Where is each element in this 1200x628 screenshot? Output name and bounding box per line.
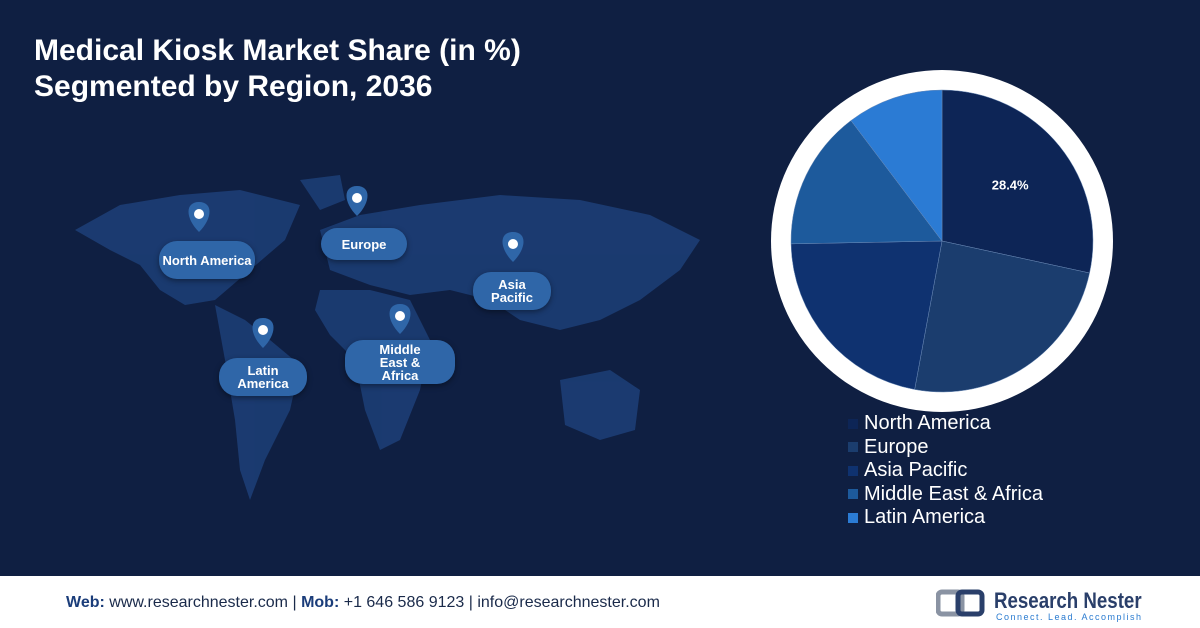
legend-item: Middle East & Africa <box>848 483 1043 506</box>
email: info@researchnester.com <box>477 594 660 611</box>
legend-swatch <box>848 418 858 429</box>
legend-label: Asia Pacific <box>864 459 968 481</box>
mob: +1 646 586 9123 | <box>343 594 473 611</box>
pie-slice <box>914 240 1090 393</box>
legend-item: Europe <box>848 436 929 459</box>
pie: 28.4% <box>790 89 1094 393</box>
legend-item: Latin America <box>848 506 985 529</box>
tagline: Connect. Lead. Accomplish <box>996 612 1143 622</box>
region-label: Latin America <box>219 358 307 396</box>
map-pins <box>188 186 524 348</box>
legend-label: Latin America <box>864 506 986 528</box>
mob-label: Mob: <box>301 594 340 611</box>
legend-item: North America <box>848 412 991 435</box>
region-label: Asia Pacific <box>473 272 551 310</box>
legend-item: Asia Pacific <box>848 459 967 482</box>
logo-icon <box>936 589 985 617</box>
legend-label: Middle East & Africa <box>864 482 1043 505</box>
contact-line: Web: www.researchnester.com | Mob: +1 64… <box>66 594 660 612</box>
chart-title: Medical Kiosk Market Share (in %) <box>34 34 521 67</box>
region-label: North America <box>159 241 255 279</box>
chart-subtitle: Segmented by Region, 2036 <box>34 70 433 103</box>
brand: Research Nester <box>994 588 1142 613</box>
world-map <box>75 175 700 500</box>
legend-label: Europe <box>864 435 929 458</box>
legend-label: North America <box>864 412 991 434</box>
legend-swatch <box>848 512 858 523</box>
region-label: Europe <box>321 228 407 260</box>
value-label: 28.4% <box>992 177 1029 192</box>
legend-swatch <box>848 442 858 452</box>
web: www.researchnester.com | <box>109 594 297 611</box>
pie-slice <box>941 89 1094 274</box>
legend-swatch <box>848 465 858 476</box>
footer: Web: www.researchnester.com | Mob: +1 64… <box>0 576 1200 628</box>
pie-slice <box>790 240 943 390</box>
web-label: Web: <box>66 594 105 611</box>
pie-slice <box>850 89 943 242</box>
pie-slice <box>790 120 943 245</box>
legend-swatch <box>848 489 858 499</box>
region-label: Middle East & Africa <box>345 340 455 384</box>
